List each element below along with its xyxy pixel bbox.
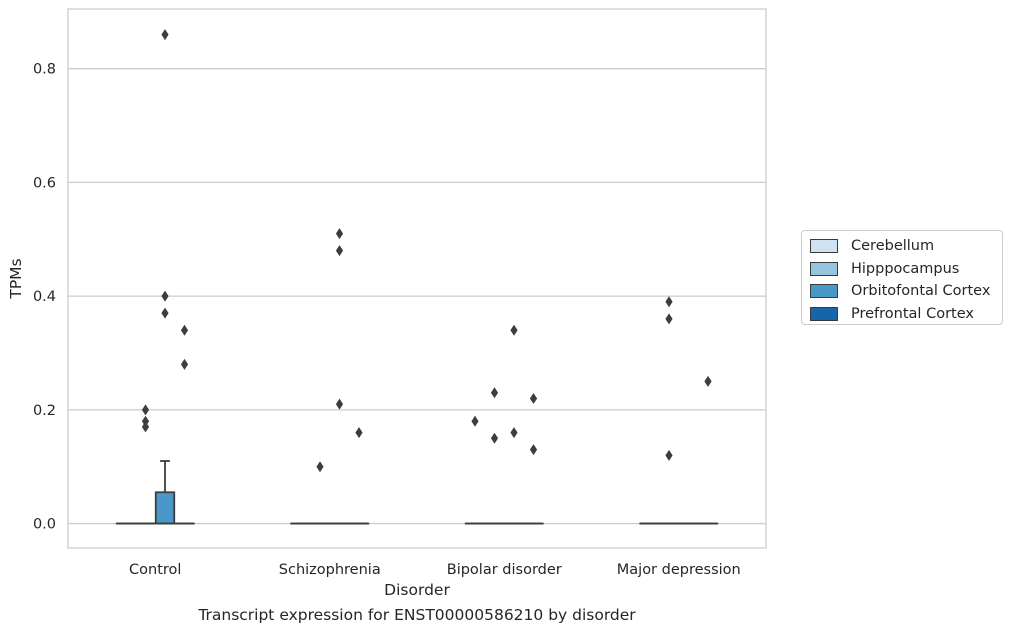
legend-label: Hipppocampus [851,260,960,277]
outlier-point [529,392,538,404]
y-tick-label: 0.2 [33,403,56,419]
outlier-point [335,245,344,257]
x-tick-label: Control [129,562,181,578]
outlier-point [665,313,673,325]
y-tick-label: 0.4 [33,289,56,305]
box-prefrontal-cortex [523,392,544,525]
x-axis-label: Disorder [384,581,450,599]
outlier-point [161,290,169,302]
outlier-point [141,415,150,427]
outlier-point [490,432,499,444]
legend-label: Orbitofontal Cortex [851,283,991,300]
plot-area [67,8,767,549]
outlier-point [161,29,169,41]
y-tick-label: 0.8 [33,62,56,78]
box-orbitofontal-cortex [329,228,350,525]
outlier-point [471,415,479,427]
outlier-point [180,324,189,336]
y-tick-label: 0.0 [33,517,56,533]
outlier-point [665,449,673,461]
box-prefrontal-cortex [348,427,370,525]
figure-caption: Transcript expression for ENST0000058621… [198,606,636,624]
box-orbitofontal-cortex [503,324,525,525]
legend-item: Orbitofontal Cortex [810,280,1002,303]
box-orbitofontal-cortex [154,29,176,525]
outlier-point [180,358,189,370]
outlier-point [141,421,150,433]
x-axis-ticks: Control Schizophrenia Bipolar disorder Majo… [129,562,741,578]
box-cerebellum [464,415,486,525]
legend-item: Prefrontal Cortex [810,303,1002,326]
legend-swatch [810,261,838,276]
legend-item: Cerebellum [810,235,1002,258]
outlier-point [141,404,150,416]
box-prefrontal-cortex [697,375,719,525]
y-axis-ticks: 0.0 0.2 0.4 0.6 0.8 [33,62,56,533]
outlier-point [335,398,344,410]
legend-item: Hipppocampus [810,258,1002,281]
box-hipppocampus [309,461,331,525]
grid-lines [68,68,766,525]
legend: Cerebellum Hipppocampus Orbitofontal Corte… [801,230,1003,325]
outlier-point [510,427,518,439]
outlier-point [665,296,673,308]
outlier-point [355,427,363,439]
outlier-point [161,307,169,319]
x-tick-label: Schizophrenia [279,562,381,578]
y-axis-label: TPMs [7,258,25,299]
x-tick-label: Major depression [617,562,741,578]
outlier-point [529,444,538,456]
outlier-point [510,324,518,336]
legend-swatch [810,307,838,322]
outlier-point [316,461,324,473]
legend-label: Cerebellum [851,238,935,255]
box-group [115,29,719,525]
box [154,491,176,525]
outlier-point [335,228,344,240]
box-hipppocampus [484,387,505,525]
y-tick-label: 0.6 [33,175,56,191]
legend-label: Prefrontal Cortex [851,306,974,323]
box-hipppocampus [658,296,680,525]
outlier-point [704,375,712,387]
x-tick-label: Bipolar disorder [447,562,562,578]
legend-swatch [810,239,838,254]
outlier-point [490,387,499,399]
legend-swatch [810,284,838,299]
box-prefrontal-cortex [174,324,195,525]
box-hipppocampus [135,404,156,525]
